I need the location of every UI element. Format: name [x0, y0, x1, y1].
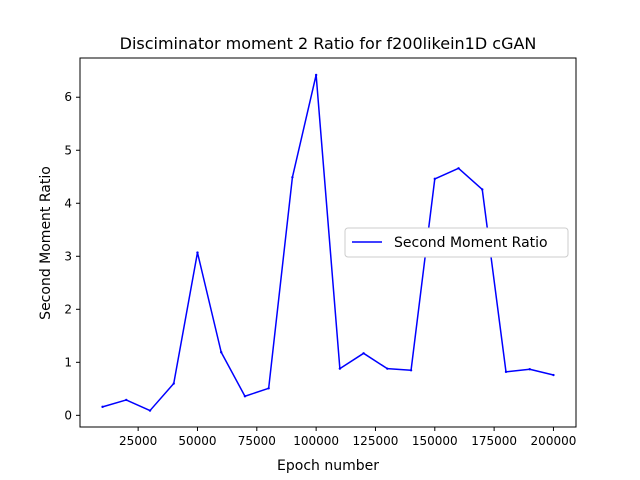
y-tick-label: 0 — [64, 408, 72, 422]
chart-title: Disciminator moment 2 Ratio for f200like… — [120, 34, 537, 53]
data-point — [196, 251, 199, 254]
data-point — [457, 167, 460, 170]
legend-label: Second Moment Ratio — [394, 235, 548, 251]
y-tick-label: 4 — [64, 196, 72, 210]
x-tick-label: 25000 — [119, 434, 157, 448]
data-point — [148, 409, 152, 412]
data-point — [172, 382, 175, 385]
data-point — [362, 352, 365, 355]
data-point — [291, 176, 294, 179]
data-point — [386, 367, 389, 370]
axes-frame — [79, 57, 577, 428]
data-point — [481, 188, 484, 191]
data-point — [220, 351, 223, 354]
y-axis-label: Second Moment Ratio — [38, 166, 54, 320]
data-point — [314, 73, 318, 77]
data-point — [552, 373, 555, 377]
x-tick-label: 150000 — [412, 434, 458, 448]
y-tick-label: 1 — [64, 355, 72, 369]
y-tick-label: 2 — [64, 302, 72, 316]
x-tick-label: 200000 — [531, 434, 577, 448]
x-tick-label: 50000 — [178, 434, 216, 448]
data-point — [338, 367, 342, 370]
data-point — [504, 370, 508, 374]
data-point — [409, 369, 413, 372]
data-point — [267, 387, 270, 390]
data-point — [243, 395, 247, 398]
x-tick-label: 125000 — [353, 434, 399, 448]
x-tick-label: 175000 — [471, 434, 517, 448]
x-tick-label: 75000 — [238, 434, 276, 448]
plot-area: 25000 50000 75000 100000 125000 150000 175000 2… — [64, 57, 577, 448]
series-line — [102, 74, 554, 412]
data-point — [433, 177, 436, 181]
legend: Second Moment Ratio — [344, 227, 569, 258]
x-axis-label: Epoch number — [277, 458, 379, 474]
y-tick-label: 6 — [64, 90, 72, 104]
data-point — [101, 405, 104, 409]
data-point — [528, 368, 531, 371]
x-tick-label: 100000 — [293, 434, 339, 448]
data-point — [125, 398, 128, 402]
y-tick-label: 3 — [64, 249, 72, 263]
legend-box — [344, 227, 569, 258]
y-tick-label: 5 — [64, 143, 72, 157]
